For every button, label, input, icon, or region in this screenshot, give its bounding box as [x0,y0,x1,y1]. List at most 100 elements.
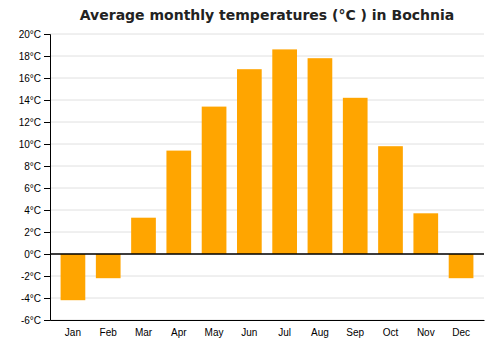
tick-label: Jul [278,327,291,338]
tick: -2°C [21,271,50,282]
zero-line [50,253,484,255]
tick: 0°C [24,249,50,260]
tick-label: 6°C [24,183,41,194]
tick: Oct [383,327,399,338]
tick-label: 8°C [24,161,41,172]
bar [343,98,368,254]
tick-label: Sep [346,327,364,338]
tick-label: 18°C [19,51,41,62]
bar [166,151,191,254]
tick-mark [44,100,50,101]
grid-line [50,56,484,57]
tick-label: 10°C [19,139,41,150]
bar [202,107,227,254]
tick-label: Apr [171,327,187,338]
chart: -6°C -4°C -2°C 0°C 2°C 4°C 6°C 8°C 10°C 12°C 14°C 1… [0,0,500,350]
plot: -6°C -4°C -2°C 0°C 2°C 4°C 6°C 8°C 10°C 12°C 14°C 1… [19,29,485,338]
tick-mark [44,254,50,255]
tick: -6°C [21,315,50,326]
tick: 12°C [19,117,50,128]
tick-label: -2°C [21,271,41,282]
tick: 10°C [19,139,50,150]
tick: -4°C [21,293,50,304]
tick: Jul [278,327,291,338]
grid-line [50,34,484,35]
tick: Apr [171,327,187,338]
tick: Jun [241,327,257,338]
tick: Nov [417,327,435,338]
tick: 2°C [24,227,50,238]
grid-line [50,188,484,189]
tick-label: Aug [311,327,329,338]
tick: Feb [100,327,118,338]
tick-mark [44,56,50,57]
grid-line [50,166,484,167]
x-axis: Jan Feb Mar Apr May Jun Jul Aug Sep Oct Nov Dec [51,321,485,339]
tick-label: -6°C [21,315,41,326]
grid-line [50,210,484,211]
tick-mark [44,232,50,233]
tick-label: Nov [417,327,435,338]
tick: 6°C [24,183,50,194]
bar [237,69,262,254]
tick-mark [44,320,50,321]
tick-mark [44,78,50,79]
tick-label: 2°C [24,227,41,238]
grid [50,34,484,320]
bar [378,146,403,254]
tick-label: Feb [100,327,118,338]
tick-label: Dec [452,327,470,338]
grid-line [50,298,484,299]
tick: 14°C [19,95,50,106]
grid-line [50,78,484,79]
grid-line [50,254,484,255]
tick-label: May [205,327,224,338]
tick: Dec [452,327,470,338]
tick-label: 16°C [19,73,41,84]
bar [131,218,156,254]
tick-label: -4°C [21,293,41,304]
tick-mark [44,298,50,299]
tick-mark [44,34,50,35]
bar [449,254,474,278]
y-axis: -6°C -4°C -2°C 0°C 2°C 4°C 6°C 8°C 10°C 12°C 14°C 1… [19,29,51,326]
tick: 4°C [24,205,50,216]
tick: Aug [311,327,329,338]
bar [308,58,333,254]
grid-line [50,144,484,145]
tick: May [205,327,224,338]
bar [61,254,86,300]
tick-mark [44,166,50,167]
tick: Sep [346,327,364,338]
tick: 16°C [19,73,50,84]
tick-label: 4°C [24,205,41,216]
tick-mark [44,188,50,189]
tick-label: Oct [383,327,399,338]
grid-line [50,320,484,321]
tick-mark [44,276,50,277]
grid-line [50,122,484,123]
title: Average monthly temperatures (°C ) in Bo… [80,7,454,23]
bar [272,49,297,254]
bar [413,213,438,254]
tick-label: 12°C [19,117,41,128]
tick-mark [44,144,50,145]
tick: Mar [135,327,153,338]
tick: Jan [65,327,81,338]
axis-line [44,35,51,321]
bar [96,254,121,278]
tick: 8°C [24,161,50,172]
axis-line [51,320,485,321]
tick-label: Jan [65,327,81,338]
tick-mark [44,122,50,123]
tick-label: 0°C [24,249,41,260]
bars [50,49,484,300]
tick: 18°C [19,51,50,62]
tick-label: Jun [241,327,257,338]
tick-mark [44,210,50,211]
tick-label: Mar [135,327,153,338]
tick-label: 14°C [19,95,41,106]
tick: 20°C [19,29,50,40]
grid-line [50,100,484,101]
tick-label: 20°C [19,29,41,40]
